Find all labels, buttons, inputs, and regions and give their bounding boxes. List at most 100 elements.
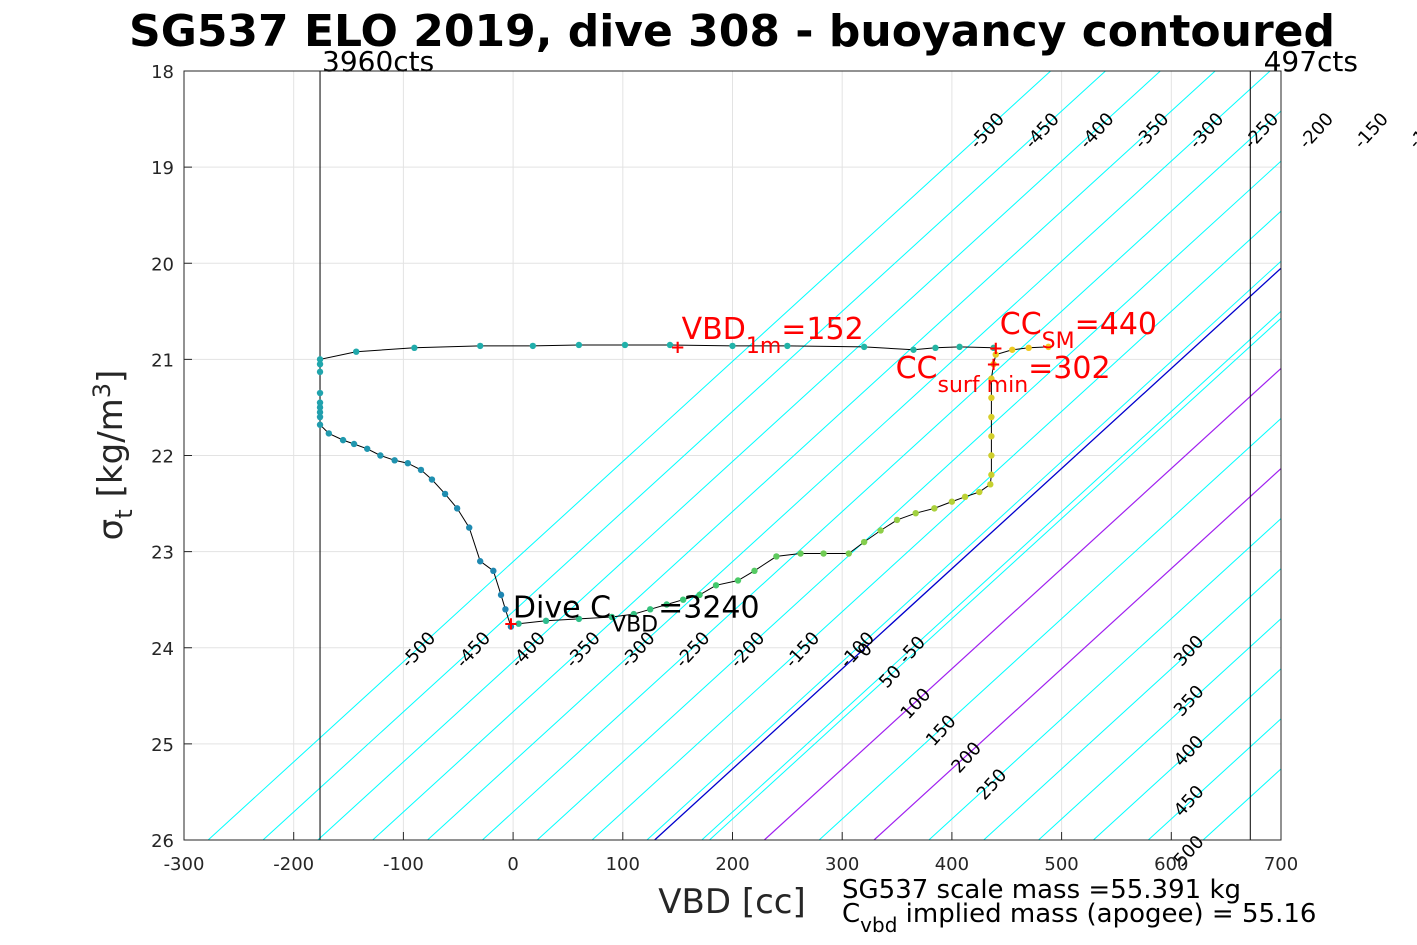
trajectory-point: [316, 413, 324, 421]
trajectory-point: [729, 342, 736, 350]
contour-line: [262, 71, 1106, 840]
trajectory-point: [316, 389, 324, 397]
y-tick-label: 26: [151, 831, 174, 852]
trajectory-point: [411, 344, 418, 352]
trajectory-point: [990, 344, 997, 352]
implied-main: C: [842, 899, 860, 929]
dive-point: [992, 351, 999, 358]
contour-line: [709, 317, 1281, 840]
marker-label: CCsurf min=302: [896, 351, 1111, 398]
implied-mass-note: Cvbd implied mass (apogee) = 55.16: [842, 899, 1316, 937]
dive-point: [912, 509, 919, 517]
trajectory-point: [377, 452, 384, 459]
trajectory-point: [490, 567, 497, 575]
chart-title: SG537 ELO 2019, dive 308 - buoyancy cont…: [129, 6, 1335, 57]
dive-point: [845, 550, 852, 557]
marker-sub: SM: [1042, 329, 1075, 354]
x-tick-label: 500: [1044, 854, 1078, 875]
trajectory-point: [497, 591, 505, 599]
dive-point: [820, 550, 827, 557]
contour-line: [482, 110, 1281, 840]
contour-line: [1093, 668, 1281, 840]
trajectory-point: [353, 348, 360, 355]
trajectory-point: [476, 558, 484, 565]
x-tick-label: 400: [935, 854, 969, 875]
dive-point: [542, 617, 550, 625]
trajectory-point: [956, 343, 963, 351]
trajectory-point: [476, 342, 484, 350]
trajectory-point: [339, 436, 347, 444]
dive-point: [734, 577, 742, 584]
trajectory-point: [910, 346, 917, 353]
contour-line: [818, 417, 1281, 840]
trajectory-point: [502, 606, 509, 613]
trajectory-point: [860, 343, 868, 351]
dive-point: [931, 505, 938, 512]
trajectory-point: [316, 368, 324, 376]
dive-point: [1009, 346, 1016, 353]
trajectory-point: [316, 409, 324, 416]
x-tick-label: 100: [606, 854, 640, 875]
y-label-sup: 3: [88, 383, 116, 398]
contour-line: [536, 160, 1281, 840]
dive-point: [679, 596, 687, 603]
trajectory-point: [441, 490, 449, 498]
marker-name: VBD: [682, 312, 746, 347]
dive-point: [751, 567, 758, 575]
implied-rest: implied mass (apogee) = 55.16: [897, 899, 1316, 929]
marker-name: Dive C: [513, 591, 611, 626]
dive-point: [988, 452, 995, 459]
dive-point: [647, 606, 654, 613]
limit-label: 497cts: [1264, 45, 1358, 78]
dive-point: [988, 413, 995, 421]
trajectory-point: [316, 404, 324, 411]
y-tick-label: 20: [151, 254, 174, 275]
y-label-sub: t: [110, 509, 138, 518]
dive-point: [663, 601, 670, 608]
marker-name: CC: [1000, 307, 1042, 342]
dive-point: [773, 553, 780, 560]
trajectory-point: [575, 341, 583, 349]
x-tick-label: -100: [383, 854, 424, 875]
contour-line: [763, 367, 1281, 840]
trajectory-point: [363, 445, 371, 452]
dive-point: [575, 615, 583, 623]
dive-point: [860, 538, 868, 546]
contour-line: [873, 467, 1281, 840]
marker-value: =152: [781, 312, 863, 347]
trajectory-point: [666, 341, 674, 349]
dive-point: [961, 493, 969, 501]
dive-points: [316, 341, 1052, 630]
dive-point: [988, 471, 995, 478]
marker-label: VBD1m=152: [682, 312, 864, 359]
contour-label: -200: [1295, 109, 1338, 153]
trajectory-point: [507, 623, 515, 630]
x-tick-label: 200: [715, 854, 749, 875]
trajectory-point: [350, 440, 358, 448]
dive-point: [987, 481, 994, 488]
y-tick-label: 22: [151, 447, 174, 468]
trajectory-point: [932, 344, 939, 352]
dive-point: [988, 375, 995, 382]
dive-point: [948, 498, 956, 505]
y-axis-ticks: 18 19 20 21 22 23 24 25 26: [151, 62, 192, 852]
contour-line: [427, 71, 1271, 840]
x-tick-label: 700: [1264, 854, 1298, 875]
y-label-close: ]: [91, 370, 131, 383]
dive-point: [712, 582, 720, 589]
marker-cross: +: [503, 614, 518, 635]
y-label-unit: [kg/m: [91, 398, 131, 497]
y-tick-label: 19: [151, 158, 174, 179]
trajectory-point: [404, 459, 411, 467]
y-tick-label: 21: [151, 350, 174, 371]
trajectory-point: [621, 341, 629, 349]
dive-point: [877, 527, 884, 534]
y-axis-label: σt [kg/m3]: [88, 370, 138, 541]
y-tick-label: 23: [151, 543, 174, 564]
dive-point: [988, 433, 995, 440]
trajectory-point: [453, 505, 461, 512]
annotation-markers: +VBD1m=152+Dive CVBD=3240+CCSM=440+CCsur…: [503, 307, 1157, 638]
marker-sub: VBD: [611, 613, 658, 638]
x-axis-ticks: -300 -200 -100 0 100 200 300 400 500 600 700: [164, 832, 1298, 875]
x-axis-label: VBD [cc]: [658, 882, 806, 922]
